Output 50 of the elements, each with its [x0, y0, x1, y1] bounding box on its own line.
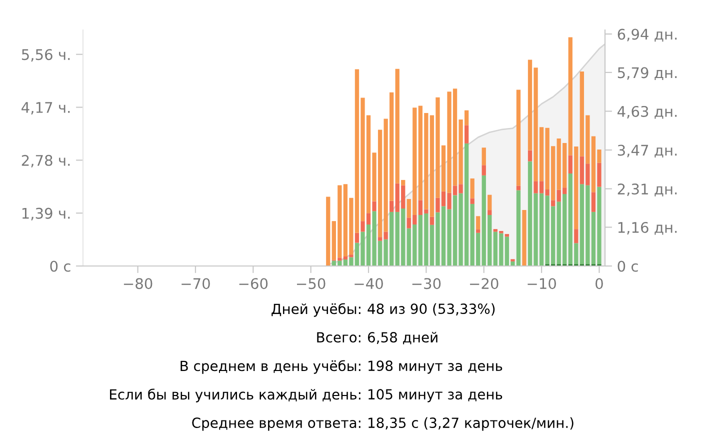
- bar: [516, 90, 521, 186]
- y2-tick-label: 5,79 дн.: [618, 67, 677, 80]
- x-tick-label: −70: [182, 278, 210, 290]
- bar: [354, 232, 360, 243]
- text: Если бы вы учились каждый день: 105 минут за день: [110, 388, 502, 402]
- x-tick-label: −50: [296, 278, 326, 290]
- x-tick-label: −60: [239, 278, 268, 290]
- y-tick-label: 4,17 ч.: [22, 102, 70, 115]
- bar: [390, 200, 394, 212]
- x-tick-label: 0: [596, 278, 603, 290]
- x-tick-label: −30: [412, 278, 441, 290]
- bar: [482, 148, 486, 166]
- bar: [504, 234, 510, 237]
- bar: [597, 162, 602, 187]
- bar: [488, 210, 492, 215]
- x-tick-label: −20: [470, 278, 498, 290]
- bar: [488, 194, 492, 210]
- y-tick-label: 0 с: [50, 260, 70, 272]
- y2-tick-label: 0 с: [618, 260, 638, 272]
- text: Всего: 6,58 дней: [317, 332, 438, 344]
- y-tick-label: 2,78 ч.: [22, 154, 70, 168]
- bar: [516, 186, 521, 190]
- bar: [476, 229, 480, 233]
- y-tick-label: 5,56 ч.: [22, 49, 70, 62]
- x-tick-label: −10: [528, 278, 556, 290]
- bar: [522, 210, 526, 266]
- bar: [326, 196, 330, 266]
- bar: [470, 198, 474, 204]
- bar: [551, 200, 556, 206]
- bar: [482, 165, 486, 176]
- text: Среднее время ответа: 18,35 с (3,27 карточек/мин.): [192, 417, 574, 431]
- bar: [372, 201, 376, 212]
- x-tick-label: −40: [354, 278, 383, 290]
- text: Дней учёбы: 48 из 90 (53,33%): [272, 303, 495, 317]
- bar: [528, 150, 532, 162]
- y2-tick-label: 6,94 дн.: [618, 28, 677, 42]
- bar: [464, 125, 469, 144]
- y2-tick-label: 2,31 дн.: [618, 184, 677, 196]
- bar: [568, 155, 572, 174]
- y-tick-label: 1,39 ч.: [22, 208, 70, 220]
- bar: [574, 229, 578, 244]
- x-tick-label: −80: [124, 278, 152, 290]
- bar: [470, 178, 474, 198]
- bar: [430, 216, 434, 225]
- y2-tick-label: 1,16 дн.: [618, 222, 677, 235]
- y2-tick-label: 3,47 дн.: [618, 144, 677, 158]
- bar: [591, 192, 596, 212]
- bar: [476, 216, 480, 230]
- y2-tick-label: 4,63 дн.: [618, 106, 677, 119]
- text: В среднем в день учёбы: 198 минут за день: [180, 360, 502, 374]
